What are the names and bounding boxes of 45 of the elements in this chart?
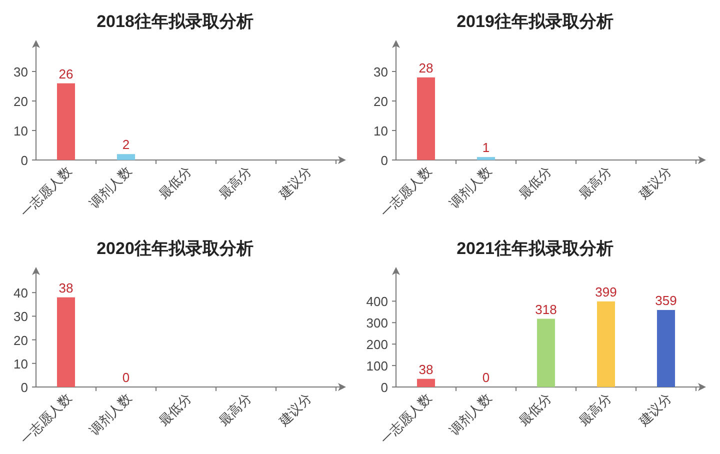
y-tick-label: 30 bbox=[14, 64, 28, 80]
y-tick-label: 30 bbox=[14, 309, 28, 324]
chart-title: 2020往年拟录取分析 bbox=[96, 239, 254, 258]
data-label: 26 bbox=[58, 66, 74, 82]
x-tick-label: 最高分 bbox=[216, 164, 254, 202]
x-tick-label: 最低分 bbox=[156, 164, 194, 202]
y-tick-label: 30 bbox=[374, 64, 388, 80]
x-tick-label: 调剂人数 bbox=[446, 164, 494, 211]
y-tick-label: 40 bbox=[14, 286, 28, 301]
data-label: 28 bbox=[418, 60, 434, 76]
x-tick-label: 最高分 bbox=[216, 390, 254, 429]
x-tick-label: 最高分 bbox=[576, 164, 614, 202]
y-tick-label: 200 bbox=[366, 337, 388, 352]
data-label: 38 bbox=[58, 280, 74, 296]
data-label: 359 bbox=[655, 292, 677, 308]
x-tick-label: 建议分 bbox=[635, 164, 674, 202]
data-label: 38 bbox=[418, 362, 434, 377]
y-tick-label: 400 bbox=[366, 294, 388, 310]
y-tick-label: 20 bbox=[374, 94, 388, 109]
chart-title: 2018往年拟录取分析 bbox=[96, 12, 254, 31]
data-label: 0 bbox=[482, 370, 490, 385]
data-label: 0 bbox=[122, 370, 130, 385]
y-tick-label: 20 bbox=[14, 94, 28, 109]
data-label: 1 bbox=[482, 140, 490, 156]
data-label: 2 bbox=[122, 137, 130, 152]
data-label: 318 bbox=[535, 302, 557, 317]
y-tick-label: 10 bbox=[14, 356, 28, 372]
chart-title: 2021往年拟录取分析 bbox=[456, 239, 614, 258]
x-tick-label: 最低分 bbox=[516, 164, 554, 202]
y-tick-label: 20 bbox=[14, 332, 28, 348]
x-tick-label: 调剂人数 bbox=[86, 390, 134, 438]
y-tick-label: 10 bbox=[14, 124, 28, 138]
x-tick-label: 最高分 bbox=[576, 390, 614, 429]
y-tick-label: 100 bbox=[366, 358, 388, 374]
chart-title: 2019往年拟录取分析 bbox=[456, 12, 614, 31]
x-tick-label: 调剂人数 bbox=[446, 390, 494, 438]
x-tick-label: 建议分 bbox=[275, 390, 314, 430]
x-tick-label: 最低分 bbox=[516, 390, 554, 429]
x-tick-label: 调剂人数 bbox=[86, 164, 134, 211]
x-tick-label: 最低分 bbox=[156, 390, 194, 429]
x-tick-label: 建议分 bbox=[635, 390, 674, 430]
y-tick-label: 10 bbox=[374, 124, 388, 138]
data-label: 399 bbox=[595, 284, 617, 300]
y-tick-label: 300 bbox=[366, 316, 388, 331]
x-tick-label: 建议分 bbox=[275, 164, 314, 202]
